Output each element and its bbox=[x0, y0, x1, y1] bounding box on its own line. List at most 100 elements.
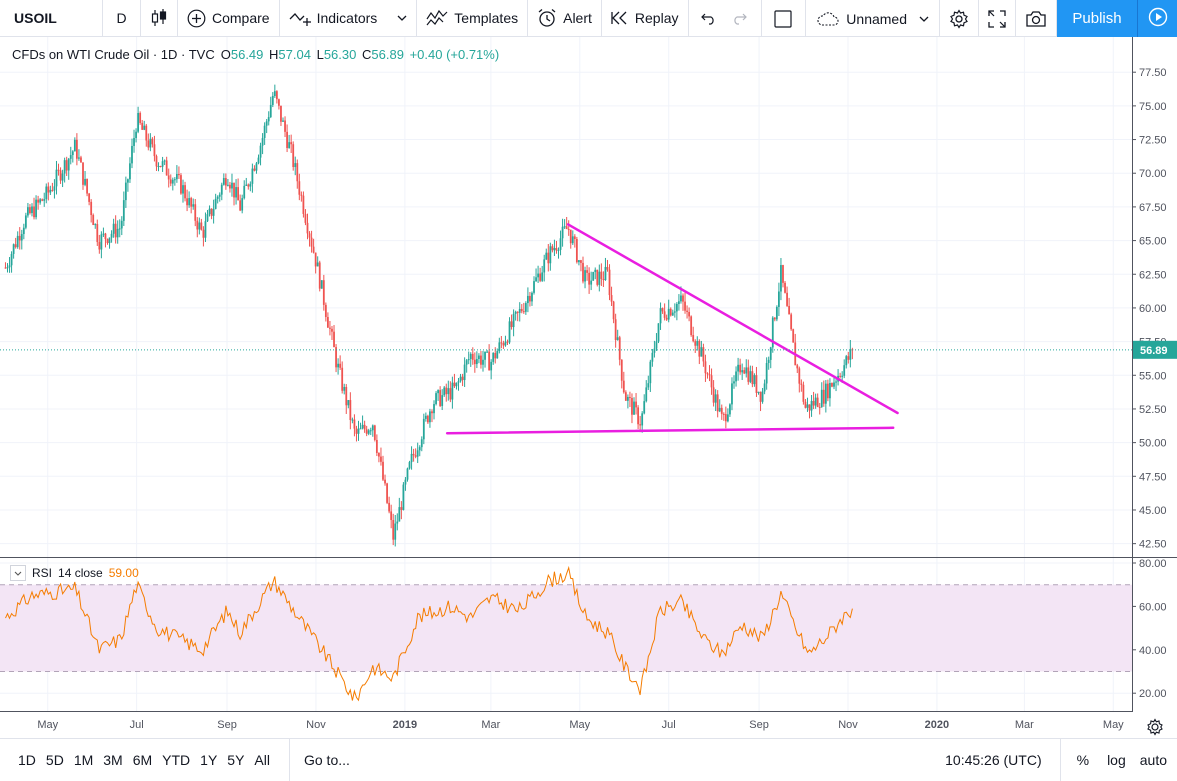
candle-body bbox=[302, 195, 305, 214]
compare-button[interactable]: Compare bbox=[178, 0, 280, 37]
candle-body bbox=[61, 173, 64, 181]
candle-body bbox=[251, 168, 254, 184]
candles bbox=[4, 84, 854, 547]
price-axis-label: 70.00 bbox=[1139, 168, 1167, 180]
range-ytd[interactable]: YTD bbox=[162, 751, 191, 768]
undo-button[interactable] bbox=[689, 0, 725, 37]
candle-body bbox=[531, 292, 533, 302]
candle-body bbox=[596, 269, 599, 285]
price-axis-label: 72.50 bbox=[1139, 135, 1167, 147]
chart-area[interactable]: 42.5045.0047.5050.0052.5055.0057.5060.00… bbox=[0, 37, 1177, 738]
candle-body bbox=[757, 391, 760, 393]
replay-button[interactable]: Replay bbox=[602, 0, 689, 37]
candle-body bbox=[284, 120, 286, 132]
candle-body bbox=[608, 269, 611, 296]
candle-body bbox=[49, 189, 52, 193]
layout-name-label: Unnamed bbox=[846, 10, 907, 27]
legend-c-label: C bbox=[362, 47, 372, 62]
indicators-label: Indicators bbox=[316, 10, 378, 26]
range-1d[interactable]: 1D bbox=[18, 751, 36, 768]
candle-body bbox=[165, 160, 168, 176]
candle-body bbox=[390, 511, 393, 521]
candle-body bbox=[665, 317, 668, 320]
range-5d[interactable]: 5D bbox=[45, 751, 64, 768]
candle-body bbox=[198, 222, 201, 230]
range-1y[interactable]: 1Y bbox=[200, 751, 218, 768]
interval-button[interactable]: D bbox=[103, 0, 141, 37]
candle-body bbox=[447, 388, 450, 395]
publish-button[interactable]: Publish bbox=[1057, 0, 1137, 37]
candle-body bbox=[598, 271, 601, 285]
chart-type-button[interactable] bbox=[141, 0, 178, 37]
candle-body bbox=[698, 340, 701, 357]
candle-body bbox=[124, 182, 127, 201]
fullscreen-button[interactable] bbox=[979, 0, 1016, 37]
candle-body bbox=[33, 206, 35, 218]
candle-body bbox=[122, 200, 125, 221]
legend-l-label: L bbox=[316, 47, 324, 62]
goto-button[interactable]: Go to... bbox=[288, 738, 350, 781]
redo-button[interactable] bbox=[725, 0, 762, 37]
candle-body bbox=[543, 259, 546, 273]
snapshot-button[interactable] bbox=[1016, 0, 1057, 37]
candle-body bbox=[426, 415, 429, 423]
candle-body bbox=[680, 295, 682, 302]
collapse-rsi-button[interactable] bbox=[10, 565, 26, 581]
select-layout-button[interactable] bbox=[753, 0, 807, 37]
candle-body bbox=[771, 317, 774, 348]
open-panel-button[interactable] bbox=[1137, 0, 1177, 37]
candle-body bbox=[731, 383, 733, 405]
candle-body bbox=[839, 375, 842, 377]
candle-body bbox=[280, 105, 282, 122]
trendline-support[interactable] bbox=[445, 426, 895, 435]
candle-body bbox=[702, 347, 705, 362]
candle-body bbox=[316, 262, 319, 267]
interval-label: D bbox=[116, 10, 127, 26]
log-toggle[interactable]: log bbox=[1107, 752, 1126, 768]
layout-name-button[interactable]: Unnamed bbox=[806, 0, 940, 37]
axis-settings-icon[interactable] bbox=[1147, 718, 1163, 736]
candle-body bbox=[539, 273, 542, 281]
indicators-button[interactable]: Indicators bbox=[280, 0, 418, 37]
candle-body bbox=[310, 237, 313, 247]
candle-body bbox=[102, 233, 105, 235]
candle-body bbox=[659, 308, 662, 324]
settings-button[interactable] bbox=[940, 0, 979, 37]
trendline-descending[interactable] bbox=[566, 223, 899, 415]
candle-body bbox=[178, 174, 180, 176]
candle-body bbox=[261, 137, 264, 146]
candle-body bbox=[243, 185, 246, 199]
symbol-search[interactable]: USOIL bbox=[0, 0, 103, 37]
time-display[interactable]: 10:45:26 (UTC) bbox=[945, 752, 1042, 768]
range-3m[interactable]: 3M bbox=[103, 751, 123, 768]
candle-body bbox=[488, 351, 491, 371]
candle-body bbox=[706, 373, 709, 375]
candle-body bbox=[661, 308, 664, 312]
candle-body bbox=[735, 371, 737, 382]
range-5y[interactable]: 5Y bbox=[227, 751, 245, 768]
candle-body bbox=[588, 272, 591, 285]
candle-body bbox=[582, 262, 584, 282]
candle-body bbox=[537, 273, 539, 278]
candle-body bbox=[559, 238, 562, 250]
price-chart[interactable]: 42.5045.0047.5050.0052.5055.0057.5060.00… bbox=[0, 37, 1177, 738]
range-1m[interactable]: 1M bbox=[73, 751, 94, 768]
auto-toggle[interactable]: auto bbox=[1139, 752, 1167, 768]
percent-toggle[interactable]: % bbox=[1059, 739, 1099, 781]
candle-body bbox=[331, 328, 333, 332]
rsi-axis-label: 80.00 bbox=[1139, 558, 1167, 570]
candle-body bbox=[167, 175, 170, 180]
rsi-band bbox=[0, 584, 1132, 672]
templates-icon bbox=[426, 8, 448, 28]
alert-button[interactable]: Alert bbox=[528, 0, 602, 37]
candle-body bbox=[306, 222, 309, 234]
candle-body bbox=[780, 265, 782, 292]
candle-body bbox=[610, 295, 613, 302]
candle-body bbox=[194, 204, 197, 221]
range-all[interactable]: All bbox=[254, 751, 270, 768]
candle-body bbox=[651, 352, 654, 362]
range-6m[interactable]: 6M bbox=[132, 751, 153, 768]
templates-button[interactable]: Templates bbox=[417, 0, 529, 37]
candle-body bbox=[202, 229, 205, 238]
candle-body bbox=[733, 381, 735, 384]
